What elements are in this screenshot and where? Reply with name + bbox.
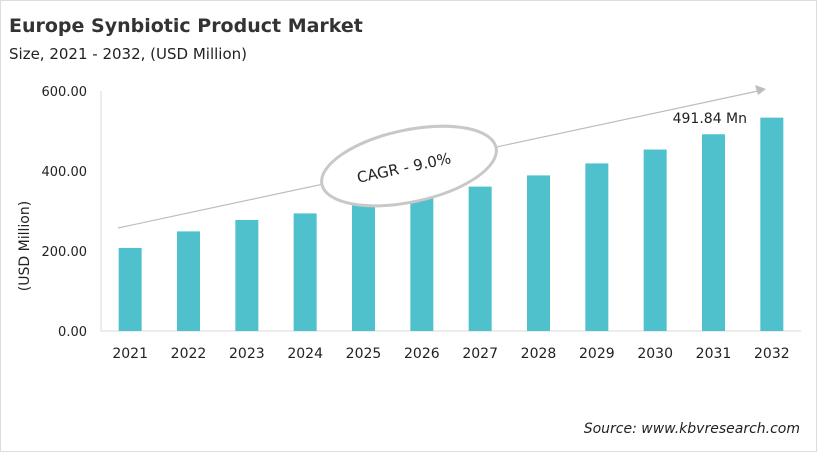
x-tick-label: 2028: [521, 346, 557, 362]
bar-2028: [527, 175, 550, 331]
x-tick-label: 2022: [171, 346, 207, 362]
y-tick-label: 400.00: [42, 165, 88, 180]
bar-2022: [177, 231, 200, 331]
bar-2029: [585, 163, 609, 331]
bar-2026: [410, 196, 434, 331]
bar-2021: [118, 247, 142, 331]
bar-2031: [702, 134, 725, 331]
value-annotation: 491.84 Mn: [673, 111, 747, 127]
trend-arrowhead-icon: [755, 85, 766, 95]
bar-2024: [293, 213, 317, 331]
y-tick-label: 200.00: [42, 245, 88, 260]
x-tick-label: 2031: [696, 346, 732, 362]
chart-title: Europe Synbiotic Product Market: [9, 15, 363, 37]
bar-2025: [352, 205, 375, 331]
source-note: Source: www.kbvresearch.com: [583, 421, 800, 437]
bar-2032: [760, 117, 784, 331]
bar-2027: [468, 186, 492, 331]
cagr-ellipse: [320, 124, 498, 208]
y-axis-label: (USD Million): [17, 201, 33, 291]
bar-2030: [643, 149, 667, 331]
y-tick-label: 0.00: [58, 325, 87, 340]
x-tick-label: 2024: [287, 346, 323, 362]
y-tick-label: 600.00: [42, 85, 88, 100]
x-tick-label: 2027: [462, 346, 498, 362]
x-tick-label: 2026: [404, 346, 440, 362]
x-tick-label: 2030: [637, 346, 673, 362]
x-tick-label: 2029: [579, 346, 615, 362]
x-tick-label: 2023: [229, 346, 265, 362]
x-tick-label: 2032: [754, 346, 790, 362]
bar-2023: [235, 220, 259, 331]
x-tick-label: 2025: [346, 346, 382, 362]
chart-subtitle: Size, 2021 - 2032, (USD Million): [9, 45, 247, 63]
x-tick-label: 2021: [112, 346, 148, 362]
